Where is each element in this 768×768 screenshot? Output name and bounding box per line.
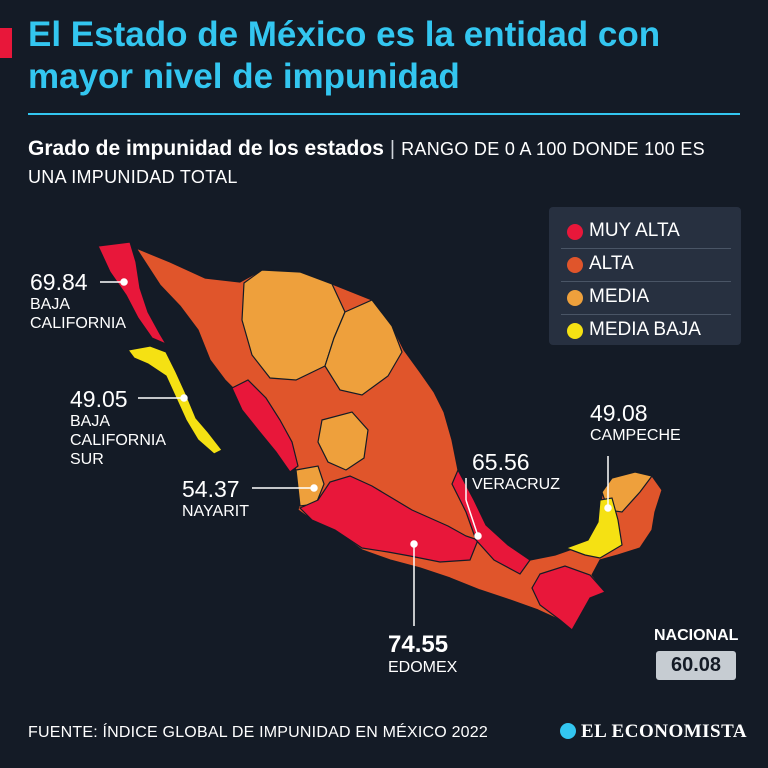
callout-bcs: 49.05 BAJA CALIFORNIA SUR xyxy=(70,386,182,469)
callout-veracruz: 65.56 VERACRUZ xyxy=(472,449,560,494)
callout-value: 74.55 xyxy=(388,631,449,658)
legend-item: MEDIA BAJA xyxy=(561,314,731,347)
logo-icon xyxy=(560,723,576,739)
state-coahuila xyxy=(324,299,403,396)
callout-lines xyxy=(100,278,612,626)
state-baja-california xyxy=(97,241,168,346)
callout-name: EDOMEX xyxy=(388,659,458,676)
callout-value: 49.08 xyxy=(590,400,648,426)
callout-name: VERACRUZ xyxy=(472,476,561,493)
state-campeche xyxy=(564,497,623,559)
legend-item: MUY ALTA xyxy=(561,215,731,249)
legend: MUY ALTA ALTA MEDIA MEDIA BAJA xyxy=(549,207,741,345)
state-veracruz-belt xyxy=(451,468,531,575)
legend-item: ALTA xyxy=(561,248,731,282)
callout-edomex: 74.55 EDOMEX xyxy=(388,632,457,677)
callout-baja-california: 69.84 BAJA CALIFORNIA xyxy=(30,269,140,333)
legend-swatch xyxy=(567,257,583,273)
callout-name: BAJA CALIFORNIA SUR xyxy=(70,413,166,468)
state-zacatecas xyxy=(317,411,369,471)
legend-swatch xyxy=(567,290,583,306)
subtitle-note: RANGO DE 0 A 100 DONDE 100 ES UNA IMPUNI… xyxy=(28,139,705,187)
national-value: 60.08 xyxy=(656,651,736,680)
callout-name: CAMPECHE xyxy=(590,427,681,444)
publisher-logo: EL ECONOMISTA xyxy=(560,721,747,743)
title-divider xyxy=(28,113,740,115)
logo-text: EL ECONOMISTA xyxy=(581,721,748,742)
callout-name: NAYARIT xyxy=(182,503,249,520)
subtitle: Grado de impunidad de los estados | RANGO … xyxy=(28,135,748,191)
page-title: El Estado de México es la entidad con ma… xyxy=(28,15,661,96)
callout-value: 69.84 xyxy=(30,269,88,295)
legend-label: ALTA xyxy=(589,253,634,274)
callout-nayarit: 54.37 NAYARIT xyxy=(182,476,249,521)
legend-item: MEDIA xyxy=(561,281,731,315)
callout-name: BAJA CALIFORNIA xyxy=(30,296,127,332)
state-chiapas xyxy=(531,565,607,631)
state-sinaloa xyxy=(231,379,299,473)
source-note: FUENTE: ÍNDICE GLOBAL DE IMPUNIDAD EN MÉ… xyxy=(28,724,488,741)
callout-value: 54.37 xyxy=(182,476,240,502)
legend-swatch xyxy=(567,224,583,240)
accent-bar xyxy=(0,28,12,58)
callout-value: 49.05 xyxy=(70,386,128,412)
legend-label: MUY ALTA xyxy=(589,220,680,241)
state-central-belt xyxy=(298,475,479,563)
national-label: NACIONAL xyxy=(654,627,739,644)
callout-campeche: 49.08 CAMPECHE xyxy=(590,400,681,445)
legend-label: MEDIA xyxy=(589,286,650,307)
callout-value: 65.56 xyxy=(472,449,530,475)
subtitle-separator: | xyxy=(389,138,396,160)
legend-label: MEDIA BAJA xyxy=(589,319,701,340)
legend-swatch xyxy=(567,323,583,339)
subtitle-main: Grado de impunidad de los estados xyxy=(28,137,384,160)
state-bcs xyxy=(126,345,223,455)
